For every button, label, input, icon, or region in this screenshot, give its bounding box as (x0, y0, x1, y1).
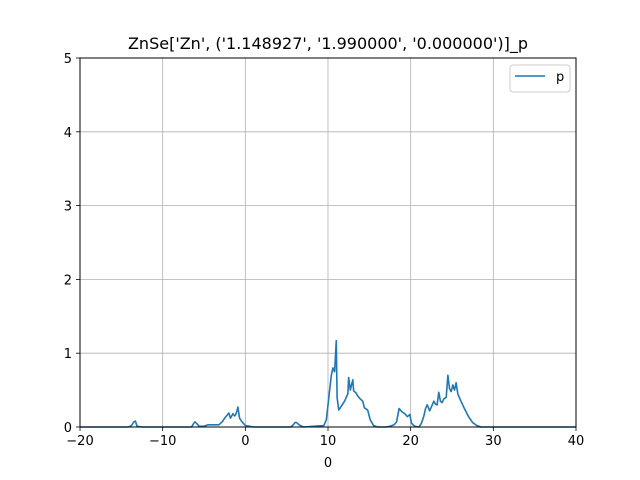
x-axis-label: 0 (324, 456, 332, 471)
x-tick-label-5: 30 (485, 434, 502, 449)
x-tick-label-4: 20 (402, 434, 419, 449)
x-tick-label-0: −20 (66, 434, 93, 449)
x-tick-label-6: 40 (568, 434, 585, 449)
y-tick-label-4: 4 (64, 126, 72, 141)
y-tick-label-5: 5 (64, 52, 72, 67)
legend-label-p: p (556, 70, 564, 85)
series-line-p (80, 339, 576, 428)
x-tick-label-2: 0 (241, 434, 249, 449)
legend: p (509, 64, 571, 93)
y-axis-ticks: 0 1 2 3 4 5 (64, 52, 80, 436)
y-tick-label-3: 3 (64, 200, 72, 215)
x-tick-label-3: 10 (320, 434, 337, 449)
y-tick-label-1: 1 (64, 347, 72, 362)
legend-box (509, 64, 571, 93)
y-tick-label-0: 0 (64, 421, 72, 436)
x-tick-label-1: −10 (149, 434, 176, 449)
y-tick-label-2: 2 (64, 273, 72, 288)
x-axis-ticks: −20 −10 0 10 20 30 40 (66, 427, 584, 449)
chart-title: ZnSe['Zn', ('1.148927', '1.990000', '0.0… (128, 34, 528, 54)
